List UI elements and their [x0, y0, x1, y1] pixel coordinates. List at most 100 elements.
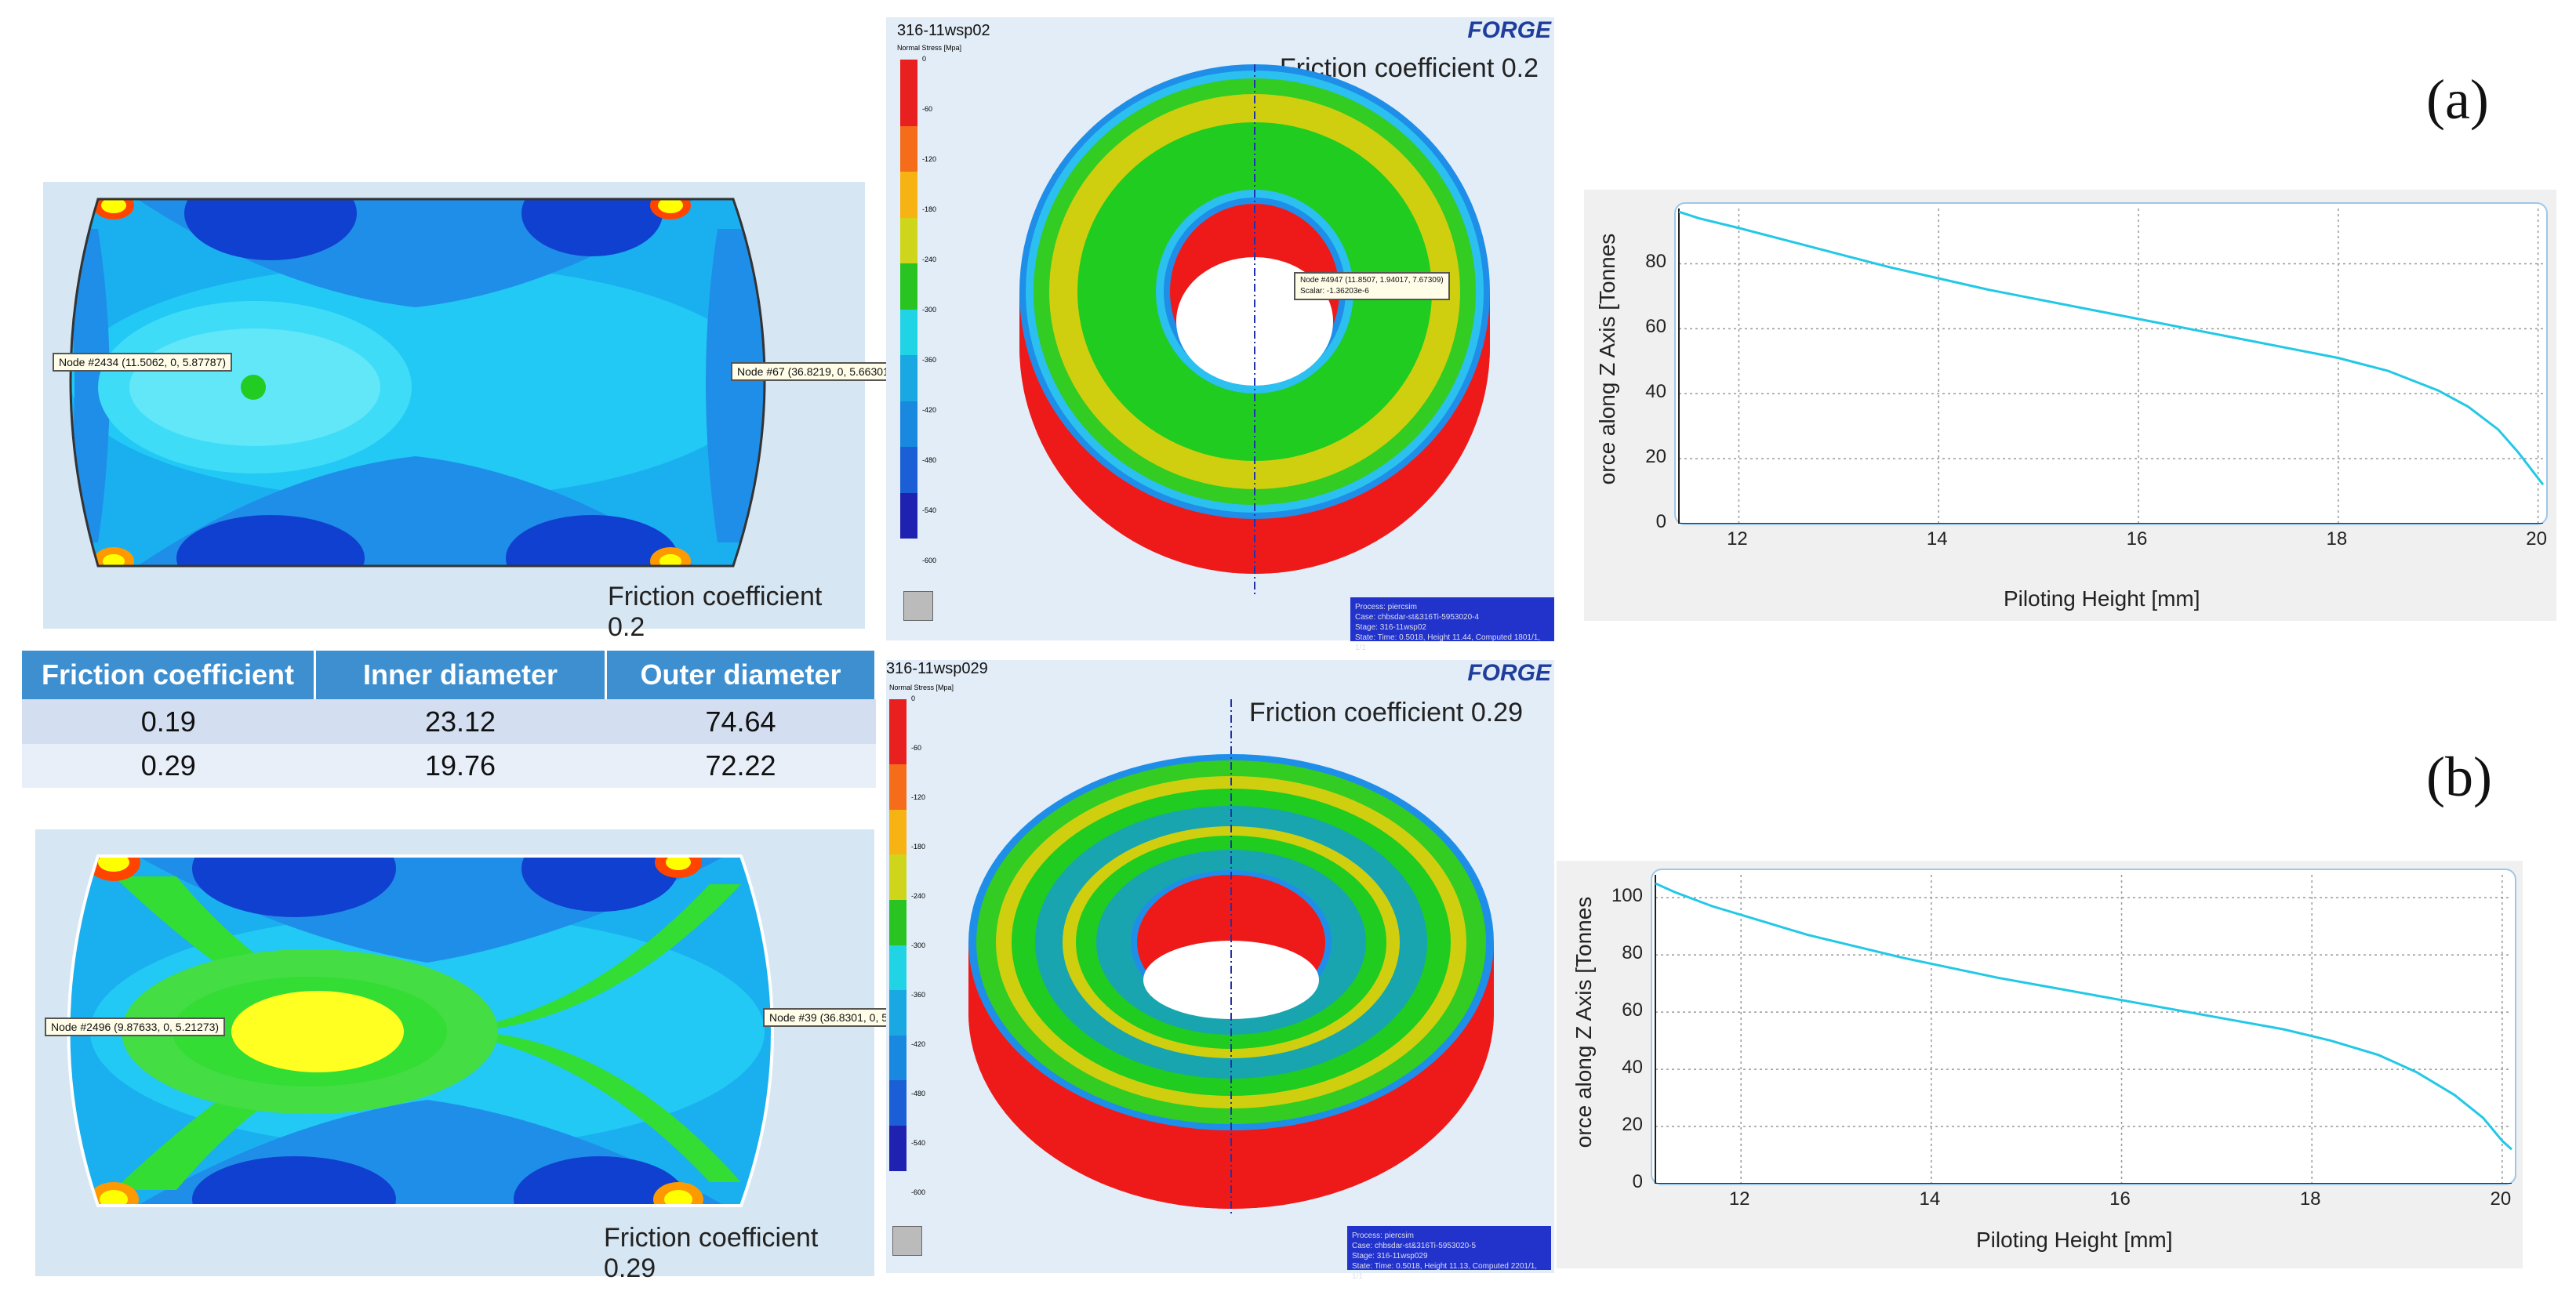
node-tag: Node #4947 (11.8507, 1.94017, 7.67309) S…: [1294, 272, 1450, 300]
panel-label-b: (b): [2426, 745, 2492, 808]
table-header: Friction coefficient: [22, 651, 316, 700]
sim-info-box: Process: piercsim Case: chbsdar-st&316Ti…: [1350, 597, 1554, 652]
legend-tick: -420: [922, 406, 937, 414]
scalar-tag-text: Scalar: -1.36203e-6: [1300, 287, 1369, 296]
series-line-force: [1678, 210, 2545, 486]
x-tick-label: 14: [1919, 1188, 1941, 1210]
legend-tick: -180: [922, 205, 937, 213]
y-tick-label: 80: [1645, 251, 1666, 273]
legend-tick: -240: [911, 892, 926, 900]
cross-section-b: Node #2496 (9.87633, 0, 5.21273) Node #3…: [35, 829, 895, 1283]
x-tick-label: 18: [2326, 528, 2348, 550]
table-cell: 23.12: [314, 699, 606, 744]
x-tick-label: 16: [2126, 528, 2148, 550]
chart-b-ylabel: orce along Z Axis [Tonnes: [1571, 896, 1596, 1148]
info-line: Stage: 316-11wsp02: [1355, 623, 1426, 632]
legend-tick: -600: [922, 557, 937, 564]
info-line: State: Time: 0.5018, Height 11.44, Compu…: [1355, 633, 1541, 652]
x-tick-label: 20: [2526, 528, 2547, 550]
chart-b: orce along Z Axis [Tonnes Piloting Heigh…: [1557, 861, 2523, 1268]
table-cell: 0.19: [22, 699, 315, 744]
y-tick-label: 0: [1655, 511, 1666, 532]
ring-3d-a: [1019, 64, 1490, 597]
table-cell: 72.22: [605, 743, 876, 788]
legend-tick: -180: [911, 843, 926, 851]
stress-legend: [889, 699, 907, 1201]
cross-section-b-plot: [67, 854, 774, 1207]
series-line-force: [1655, 882, 2513, 1151]
legend-tick: -480: [911, 1090, 926, 1097]
info-line: Process: piercsim: [1355, 603, 1417, 611]
info-line: Case: chbsdar-st&316Ti-5953020-5: [1352, 1242, 1477, 1250]
node-tag-left: Node #2496 (9.87633, 0, 5.21273): [45, 1018, 226, 1036]
cross-section-a: Node #2434 (11.5062, 0, 5.87787) Node #6…: [43, 182, 896, 642]
legend-tick: 0: [911, 695, 916, 702]
node-tag-left: Node #2434 (11.5062, 0, 5.87787): [53, 353, 233, 372]
legend-tick: -360: [922, 356, 937, 364]
table-cell: 19.76: [314, 743, 606, 788]
legend-tick: -480: [922, 456, 937, 464]
forge-sim-b: 316-11wsp029 FORGE Normal Stress [Mpa] 0…: [886, 660, 1554, 1281]
legend-tick: -420: [911, 1040, 926, 1048]
table-cell: 74.64: [605, 699, 876, 744]
x-tick-label: 18: [2299, 1188, 2321, 1210]
table-header: Inner diameter: [314, 651, 607, 700]
info-line: Case: chbsdar-st&316Ti-5953020-4: [1355, 613, 1480, 622]
panel-label-a: (a): [2426, 68, 2489, 131]
chart-b-xlabel: Piloting Height [mm]: [1976, 1228, 2173, 1252]
y-tick-label: 20: [1645, 446, 1666, 468]
info-line: Process: piercsim: [1352, 1232, 1414, 1240]
y-tick-label: 80: [1622, 942, 1643, 964]
y-tick-label: 40: [1645, 381, 1666, 403]
legend-tick: -300: [911, 941, 926, 949]
y-tick-label: 60: [1645, 316, 1666, 338]
chart-a-plot-area: [1674, 202, 2548, 531]
x-tick-label: 20: [2490, 1188, 2512, 1210]
y-tick-label: 60: [1622, 999, 1643, 1021]
legend-tick: 0: [922, 55, 927, 63]
sim-caption: Friction coefficient 0.29: [1249, 698, 1523, 727]
legend-tick: -240: [922, 256, 937, 263]
cross-section-caption: Friction coefficient 0.2: [608, 582, 823, 642]
legend-title: Normal Stress [Mpa]: [889, 684, 954, 691]
chart-b-plot-area: [1651, 869, 2516, 1192]
info-line: Stage: 316-11wsp029: [1352, 1252, 1428, 1261]
stress-legend: [900, 60, 917, 569]
legend-title: Normal Stress [Mpa]: [897, 44, 962, 52]
sim-info-box: Process: piercsim Case: chbsdar-st&316Ti…: [1347, 1226, 1551, 1281]
legend-tick: -120: [911, 793, 926, 801]
x-tick-label: 12: [1727, 528, 1748, 550]
sim-title: 316-11wsp029: [886, 660, 988, 677]
legend-tick: -360: [911, 991, 926, 999]
ring-3d-b: [968, 699, 1494, 1217]
y-tick-label: 40: [1622, 1057, 1643, 1079]
x-tick-label: 12: [1728, 1188, 1750, 1210]
legend-tick: -300: [922, 306, 937, 314]
y-tick-label: 0: [1632, 1171, 1643, 1192]
diameter-table: Friction coefficient Inner diameter Oute…: [22, 651, 877, 788]
y-tick-label: 100: [1611, 885, 1643, 907]
view-cube: [892, 1226, 922, 1256]
x-tick-label: 14: [1926, 528, 1948, 550]
table-cell: 0.29: [22, 743, 315, 788]
sim-title: 316-11wsp02: [897, 22, 990, 39]
cross-section-a-plot: [69, 198, 766, 568]
chart-a: orce along Z Axis [Tonnes Piloting Heigh…: [1584, 190, 2556, 621]
legend-tick: -540: [922, 506, 937, 514]
forge-logo: FORGE: [1467, 660, 1551, 686]
info-line: State: Time: 0.5018, Height 11.13, Compu…: [1352, 1262, 1538, 1281]
forge-sim-a: 316-11wsp02 FORGE Normal Stress [Mpa] 0 …: [886, 17, 1554, 652]
view-cube: [903, 591, 933, 621]
node-tag-right: Node #67 (36.8219, 0, 5.66301: [731, 362, 896, 381]
table-header: Outer diameter: [605, 651, 877, 700]
node-tag-right: Node #39 (36.8301, 0, 5: [763, 1008, 895, 1027]
legend-tick: -60: [911, 744, 922, 752]
node-tag-text: Node #4947 (11.8507, 1.94017, 7.67309): [1300, 276, 1444, 285]
legend-tick: -540: [911, 1139, 926, 1147]
chart-a-ylabel: orce along Z Axis [Tonnes: [1595, 233, 1619, 485]
legend-ticks: 0 -60 -120 -180 -240 -300 -360 -420 -480…: [911, 695, 943, 1196]
legend-ticks: 0 -60 -120 -180 -240 -300 -360 -420 -480…: [922, 55, 954, 564]
legend-tick: -60: [922, 105, 933, 113]
chart-a-svg: [1678, 209, 2545, 531]
legend-tick: -600: [911, 1188, 926, 1196]
